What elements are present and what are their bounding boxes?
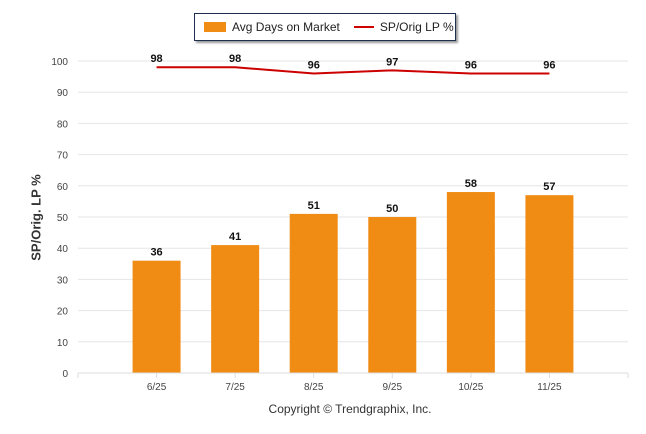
- line-data-label: 98: [229, 53, 241, 65]
- bar: [289, 213, 338, 373]
- bar-data-label: 57: [543, 181, 555, 193]
- x-tick-label: 9/25: [383, 382, 403, 393]
- bar-data-label: 36: [150, 247, 162, 259]
- y-tick-label: 20: [57, 307, 69, 318]
- bar: [446, 192, 495, 373]
- legend: Avg Days on Market SP/Orig LP %: [194, 13, 456, 41]
- y-tick-label: 0: [62, 369, 68, 380]
- legend-swatch-bar: [204, 22, 226, 32]
- y-tick-label: 70: [57, 151, 69, 162]
- y-tick-label: 80: [57, 119, 69, 130]
- x-tick-label: 8/25: [304, 382, 324, 393]
- bar: [525, 195, 574, 373]
- bar-data-label: 51: [308, 200, 320, 212]
- x-tick-label: 11/25: [537, 382, 562, 393]
- legend-swatch-line: [353, 26, 374, 28]
- line-series: [156, 66, 550, 75]
- line-data-label: 98: [150, 53, 162, 65]
- copyright: Copyright © Trendgraphix, Inc.: [268, 402, 432, 416]
- y-tick-label: 90: [57, 88, 69, 99]
- y-tick-label: 40: [57, 244, 69, 255]
- legend-label-days: Avg Days on Market: [232, 20, 340, 34]
- y-tick-label: 60: [57, 182, 69, 193]
- line-data-label: 96: [465, 59, 477, 71]
- bar-data-label: 41: [229, 231, 241, 243]
- bar: [211, 245, 260, 373]
- y-tick-label: 10: [57, 338, 69, 349]
- y-tick-label: 50: [57, 213, 69, 224]
- y-tick-label: 30: [57, 275, 69, 286]
- bar-data-label: 58: [465, 178, 477, 190]
- bar: [368, 217, 417, 373]
- y-tick-label: 100: [51, 57, 68, 68]
- line-data-label: 97: [386, 56, 398, 68]
- x-tick-label: 10/25: [458, 382, 483, 393]
- bar-data-label: 50: [386, 203, 398, 215]
- line-data-label: 96: [308, 59, 320, 71]
- bar: [132, 260, 181, 373]
- x-tick-label: 7/25: [225, 382, 245, 393]
- line-data-label: 96: [543, 59, 555, 71]
- legend-label-sp: SP/Orig LP %: [379, 20, 454, 34]
- x-tick-label: 6/25: [147, 382, 167, 393]
